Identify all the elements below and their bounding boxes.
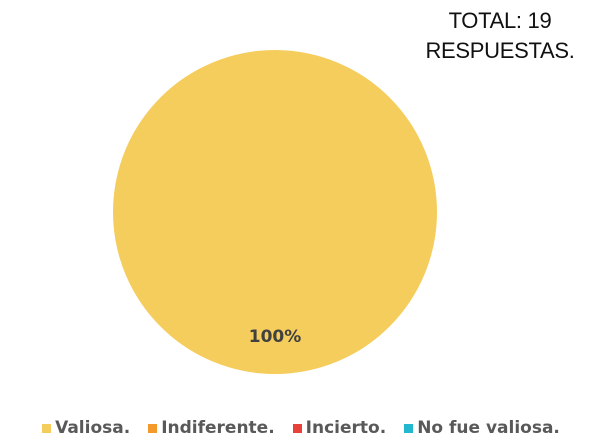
pie-slice-valiosa [113,50,437,374]
legend-swatch [148,423,158,433]
chart-legend: Valiosa. Indiferente. Incierto. No fue vali… [0,418,602,438]
legend-label: Valiosa. [55,418,131,438]
legend-label: Incierto. [305,418,387,438]
pie-data-label: 100% [249,327,302,347]
legend-item: Incierto. [292,418,387,438]
legend-item: No fue valiosa. [404,418,560,438]
legend-swatch [404,423,414,433]
legend-swatch [42,423,52,433]
legend-item: Indiferente. [148,418,275,438]
legend-item: Valiosa. [42,418,130,438]
total-responses-line1: TOTAL: 19 [448,8,552,33]
total-responses-line2: RESPUESTAS. [425,38,575,63]
pie-chart: 100% [113,50,437,374]
legend-swatch [292,423,302,433]
legend-label: Indiferente. [161,418,275,438]
legend-label: No fue valiosa. [417,418,560,438]
total-responses-label: TOTAL: 19 RESPUESTAS. [400,6,600,66]
